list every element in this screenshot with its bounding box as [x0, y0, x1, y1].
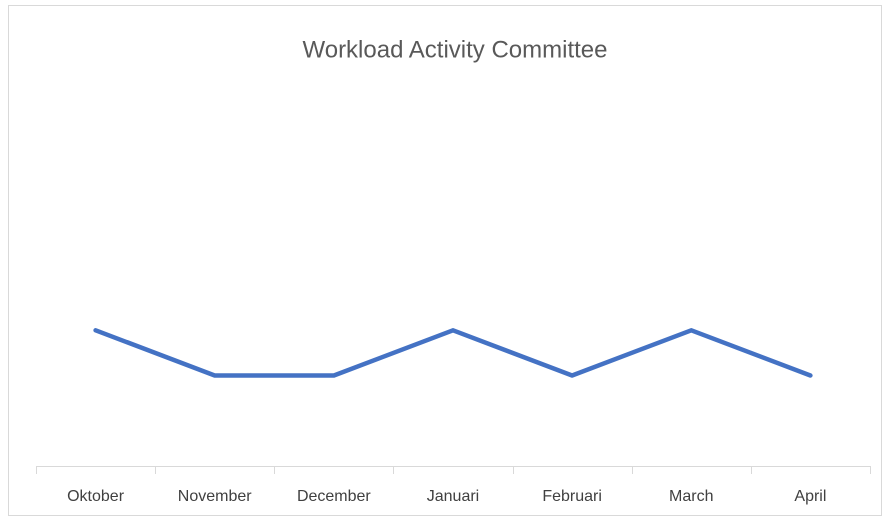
x-tick-label: Januari [427, 488, 479, 505]
data-line [93, 328, 813, 378]
chart-title: Workload Activity Committee [303, 36, 608, 63]
x-tick-label: March [669, 488, 713, 505]
x-tick-label: November [178, 488, 252, 505]
chart-border [8, 5, 882, 516]
x-tick-label: Oktober [67, 488, 125, 505]
x-tick-label: April [794, 488, 826, 505]
x-tick-label: December [297, 488, 371, 505]
x-tick-label: Februari [542, 488, 602, 505]
